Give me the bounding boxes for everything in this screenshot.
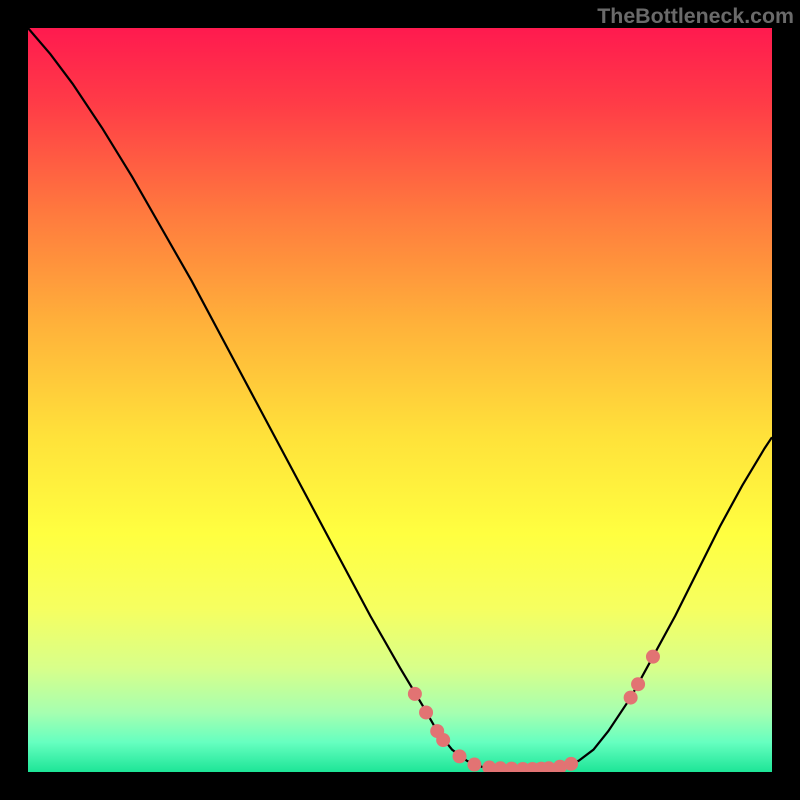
bottleneck-chart: TheBottleneck.com [0,0,800,800]
data-marker [453,749,467,763]
data-marker [436,733,450,747]
data-marker [564,757,578,771]
data-marker [467,758,481,772]
data-marker [646,650,660,664]
data-marker [631,677,645,691]
plot-area [28,28,772,772]
watermark-text: TheBottleneck.com [597,4,794,29]
chart-overlay [28,28,772,772]
data-marker [408,687,422,701]
data-marker [419,705,433,719]
curve-path [28,28,772,770]
data-marker [624,691,638,705]
